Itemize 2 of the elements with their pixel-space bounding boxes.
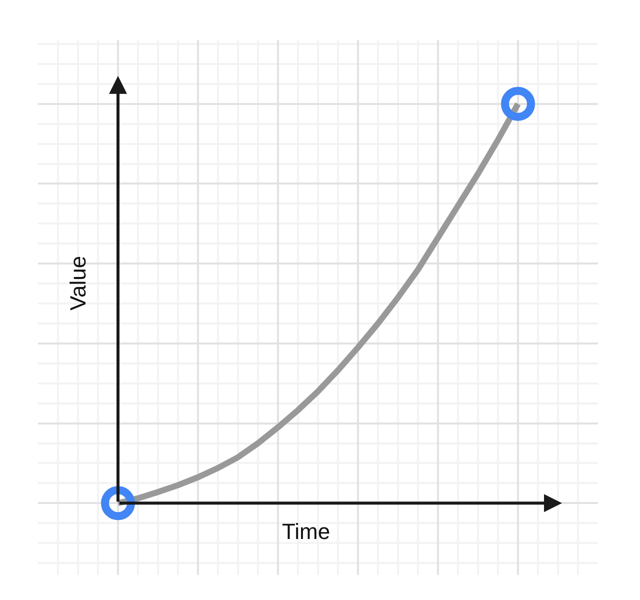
y-axis-title: Value bbox=[65, 256, 90, 311]
x-axis-title: Time bbox=[282, 519, 330, 544]
